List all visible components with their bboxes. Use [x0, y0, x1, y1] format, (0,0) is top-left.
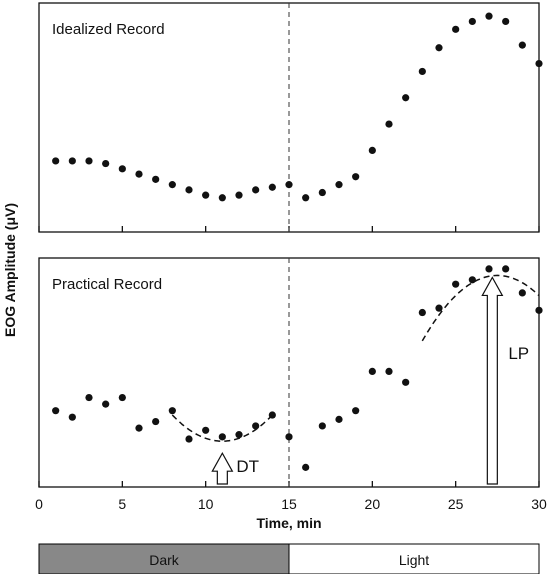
data-point [268, 183, 276, 191]
data-point [518, 41, 526, 49]
annotation-arrow-dt [211, 451, 234, 485]
panel-idealized: Idealized Record [38, 2, 543, 233]
data-point [468, 276, 476, 284]
data-point [318, 188, 326, 197]
data-point [235, 191, 243, 199]
data-point [385, 367, 393, 376]
data-point [302, 194, 310, 202]
data-point [202, 426, 210, 434]
data-point [418, 308, 426, 317]
data-point [502, 17, 510, 26]
data-point [435, 44, 443, 52]
data-point [485, 12, 493, 20]
data-point [252, 422, 260, 430]
data-point [102, 159, 110, 168]
x-tick-label: 25 [448, 496, 464, 512]
phase-bar-light [288, 543, 540, 574]
data-point [268, 411, 276, 419]
data-point [168, 181, 176, 189]
data-point [402, 378, 410, 386]
y-axis-label: EOG Amplitude (μV) [2, 203, 18, 337]
phase-label-light: Light [399, 552, 429, 568]
data-point [135, 170, 143, 178]
data-point [152, 175, 160, 183]
data-point [368, 146, 376, 155]
data-point [402, 94, 410, 102]
data-point [218, 194, 226, 202]
data-point [502, 265, 510, 273]
data-point [185, 186, 193, 194]
phase-bar-dark [38, 543, 290, 574]
data-point [418, 67, 426, 76]
data-point [118, 165, 126, 173]
data-point [352, 173, 360, 181]
data-point [435, 304, 443, 312]
data-point [535, 59, 543, 68]
data-point [152, 417, 160, 426]
data-point [302, 463, 310, 471]
data-point [368, 367, 376, 376]
data-point [452, 280, 460, 288]
data-point [68, 413, 76, 421]
data-point [218, 433, 226, 441]
data-point [535, 306, 543, 314]
data-point [185, 435, 193, 443]
data-point [85, 393, 93, 402]
annotation-label-dt: DT [236, 457, 259, 476]
data-point [335, 181, 343, 189]
x-tick-label: 15 [281, 496, 297, 512]
x-tick-label: 10 [198, 496, 214, 512]
x-tick-label: 30 [531, 496, 547, 512]
data-point [285, 181, 293, 189]
data-point [68, 157, 76, 165]
data-point [202, 191, 210, 199]
x-tick-label: 20 [365, 496, 381, 512]
data-point [318, 422, 326, 430]
x-tick-label: 5 [118, 496, 126, 512]
data-point [452, 25, 460, 33]
data-point [335, 415, 343, 423]
trend-curve [421, 274, 540, 342]
data-point [168, 407, 176, 415]
data-point [285, 433, 293, 441]
phase-label-dark: Dark [149, 552, 180, 568]
annotation-arrow-lp [481, 276, 504, 485]
data-point [102, 400, 110, 408]
x-axis-label: Time, min [256, 515, 321, 531]
data-point [468, 17, 476, 26]
panel-practical: Practical Record DT LP [38, 257, 543, 488]
data-point [252, 186, 260, 194]
data-point [385, 120, 393, 128]
data-point [518, 289, 526, 297]
data-point [235, 431, 243, 439]
x-tick-label: 0 [35, 496, 43, 512]
trend-curve [171, 414, 273, 442]
annotation-label-lp: LP [508, 344, 529, 363]
data-point [135, 424, 143, 432]
data-point [85, 157, 93, 165]
data-point [52, 407, 60, 415]
data-point [118, 393, 126, 402]
panel-title: Practical Record [52, 276, 162, 293]
data-point [52, 157, 60, 165]
data-point [352, 407, 360, 415]
data-point [485, 265, 493, 273]
panel-title: Idealized Record [52, 21, 165, 38]
